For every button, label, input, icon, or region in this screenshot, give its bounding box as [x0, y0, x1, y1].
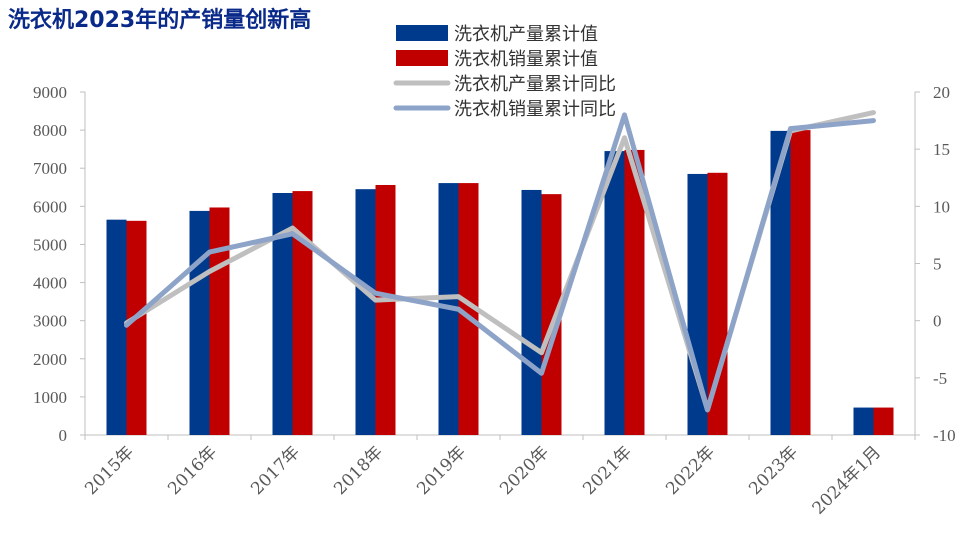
bar-sales	[375, 184, 396, 435]
x-tick-label: 2019年	[413, 442, 470, 499]
x-tick-label: 2022年	[662, 442, 719, 499]
legend-swatch	[396, 25, 448, 41]
lines	[124, 110, 876, 413]
bar-production	[770, 130, 791, 435]
legend-label: 洗衣机销量累计同比	[454, 99, 616, 120]
legend-label: 洗衣机产量累计同比	[454, 74, 616, 95]
bar-production	[106, 219, 127, 435]
bar-sales	[541, 194, 562, 435]
bar-sales	[790, 130, 811, 435]
bar-sales	[458, 183, 479, 435]
axes: 0 1000 2000 3000 4000 5000 6000 7000 8000 9000 -10…	[33, 83, 956, 519]
y-right-tick-label: 20	[933, 83, 950, 102]
line-production-yoy	[124, 110, 876, 413]
y-right-tick-label: 5	[933, 255, 942, 274]
bar-sales	[126, 220, 147, 435]
bar-production	[272, 192, 293, 435]
bar-production	[189, 210, 210, 435]
x-tick-label: 2018年	[330, 442, 387, 499]
bar-production	[521, 189, 542, 435]
bar-sales	[209, 207, 230, 435]
bar-sales	[624, 149, 645, 435]
x-tick-label: 2020年	[496, 442, 553, 499]
y-left-tick-label: 7000	[33, 159, 67, 178]
x-tick-label: 2021年	[579, 442, 636, 499]
x-tick-label: 2017年	[247, 442, 304, 499]
legend-label: 洗衣机销量累计值	[454, 49, 598, 70]
y-left-tick-label: 6000	[33, 197, 67, 216]
chart-title: 洗衣机2023年的产销量创新高	[8, 8, 312, 33]
legend-label: 洗衣机产量累计值	[454, 24, 598, 45]
bar-sales	[873, 407, 894, 435]
bar-production	[604, 151, 625, 436]
y-right-tick-label: 0	[933, 312, 942, 331]
legend-swatch	[396, 50, 448, 66]
y-right-tick-label: -5	[933, 369, 947, 388]
x-tick-label: 2024年1月	[809, 442, 885, 518]
y-left-tick-label: 1000	[33, 388, 67, 407]
x-tick-label: 2016年	[164, 442, 221, 499]
bar-sales	[292, 191, 313, 435]
bar-production	[687, 173, 708, 435]
y-left-tick-label: 9000	[33, 83, 67, 102]
x-tick-label: 2015年	[81, 442, 138, 499]
y-left-tick-label: 2000	[33, 350, 67, 369]
bar-production	[355, 189, 376, 435]
bar-production	[853, 407, 874, 435]
x-tick-label: 2023年	[745, 442, 802, 499]
y-right-tick-label: 10	[933, 197, 950, 216]
y-left-tick-label: 3000	[33, 312, 67, 331]
bar-sales	[707, 172, 728, 435]
line-sales-yoy	[124, 112, 876, 413]
y-right-tick-label: -10	[933, 426, 956, 445]
y-left-tick-label: 0	[59, 426, 68, 445]
y-left-tick-label: 8000	[33, 121, 67, 140]
y-left-tick-label: 4000	[33, 274, 67, 293]
y-right-tick-label: 15	[933, 140, 950, 159]
y-left-tick-label: 5000	[33, 235, 67, 254]
